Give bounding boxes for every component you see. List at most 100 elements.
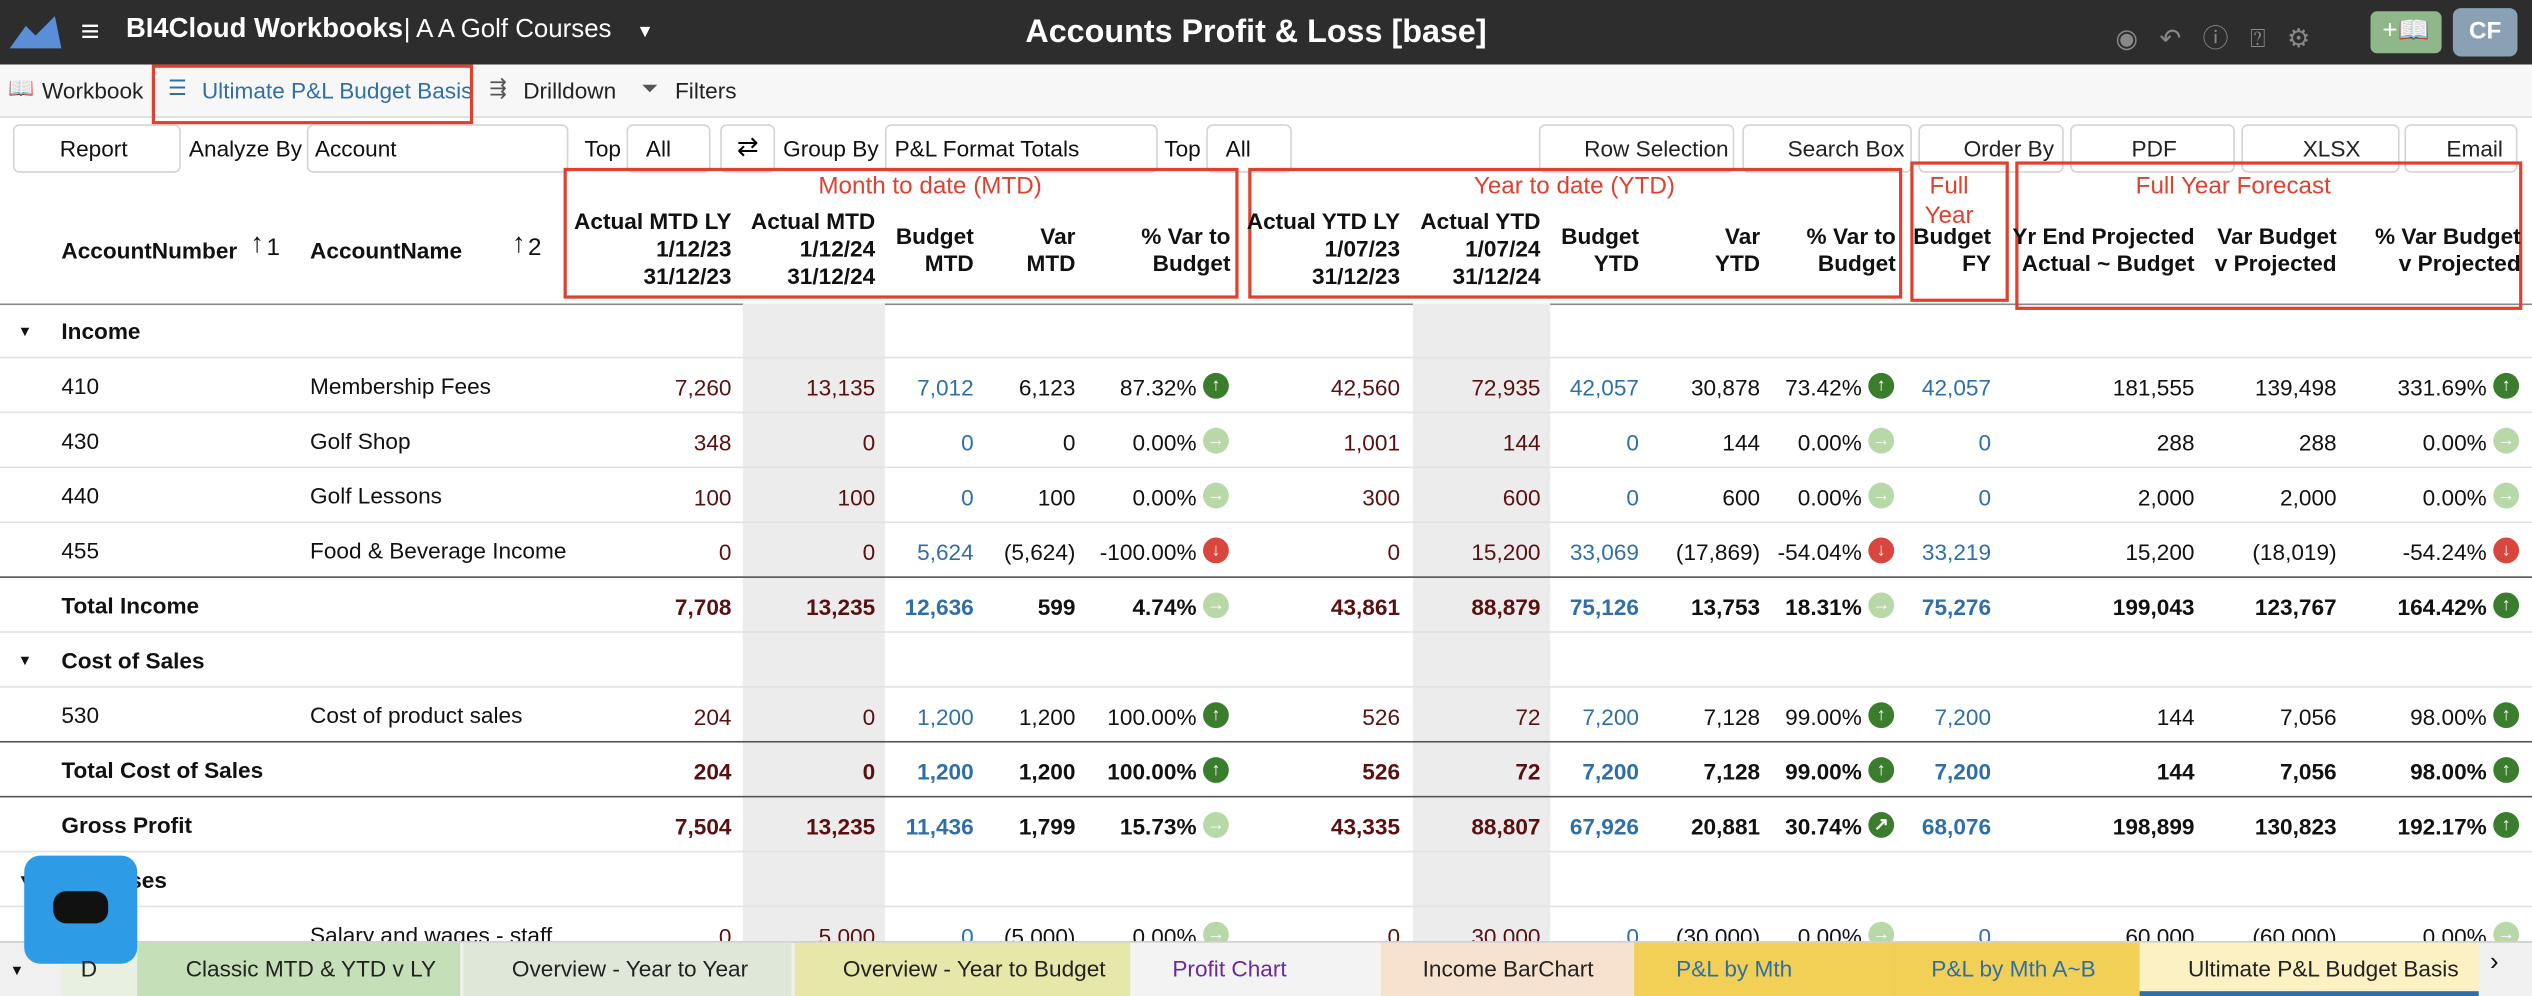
icons[interactable]: ◉ ↶ ⓘ ⍰ ⚙: [2115, 25, 2311, 54]
column-header[interactable]: FY: [1962, 250, 1992, 277]
cell[interactable]: 33,069: [1569, 539, 1640, 566]
cell[interactable]: 100: [837, 484, 876, 511]
sheet-tab[interactable]: [463, 942, 792, 996]
cell[interactable]: 4.74%: [1132, 594, 1197, 620]
cell[interactable]: 13,235: [806, 813, 876, 840]
cell[interactable]: 7,056: [2280, 703, 2337, 730]
cell[interactable]: 98.00%: [2410, 758, 2487, 785]
column-header[interactable]: 31/12/24: [787, 263, 876, 289]
column-header[interactable]: Actual MTD LY: [574, 208, 732, 235]
cell[interactable]: 7,012: [917, 374, 974, 401]
cell[interactable]: 88,807: [1471, 813, 1541, 840]
cell[interactable]: 5,624: [917, 539, 974, 566]
dropdown[interactable]: [1206, 124, 1292, 173]
cell[interactable]: 1,200: [1018, 703, 1076, 730]
cell[interactable]: 0: [1062, 429, 1076, 456]
report-button[interactable]: [12, 124, 181, 173]
cell[interactable]: 0.00%: [2422, 484, 2487, 511]
column-header[interactable]: YTD: [1714, 250, 1761, 277]
cell[interactable]: 204: [693, 758, 732, 785]
column-header[interactable]: Var Budget: [2217, 222, 2337, 249]
cell[interactable]: 30.74%: [1785, 813, 1862, 840]
cell[interactable]: 7,200: [1582, 703, 1640, 730]
cell[interactable]: 181,555: [2112, 374, 2195, 401]
cell[interactable]: 0.00%: [1797, 429, 1862, 456]
cell[interactable]: 13,135: [806, 374, 876, 401]
cell[interactable]: 7,056: [2280, 758, 2337, 785]
cell[interactable]: 72: [1515, 703, 1541, 730]
dropdown[interactable]: [884, 124, 1158, 173]
add-button[interactable]: +📖: [2370, 11, 2442, 54]
column-header[interactable]: 1/12/23: [656, 235, 732, 262]
scroll-arrow[interactable]: ▼: [9, 962, 25, 979]
cell[interactable]: 20,881: [1690, 813, 1761, 840]
cell[interactable]: 73.42%: [1785, 374, 1862, 401]
cell[interactable]: 42,560: [1330, 374, 1401, 401]
sheet-tab[interactable]: [1380, 942, 1635, 996]
cell[interactable]: (5,624): [1003, 539, 1076, 566]
group-label[interactable]: Income: [61, 318, 141, 344]
cell[interactable]: 0.00%: [1132, 484, 1197, 511]
cell[interactable]: 204: [693, 703, 732, 730]
column-header[interactable]: MTD: [924, 250, 974, 277]
tab[interactable]: Ultimate P&L Budget Basis: [201, 77, 473, 104]
cell[interactable]: 1,799: [1018, 813, 1076, 840]
cell[interactable]: -54.04%: [1777, 539, 1862, 566]
cell[interactable]: 164.42%: [2397, 594, 2487, 620]
cell[interactable]: 1,200: [917, 758, 974, 785]
column-header[interactable]: Yr End Projected: [2012, 222, 2195, 249]
cell[interactable]: -54.24%: [2402, 539, 2487, 566]
cell[interactable]: 1,200: [1018, 758, 1076, 785]
dropdown[interactable]: [626, 124, 711, 173]
column-header[interactable]: 31/12/23: [1312, 263, 1401, 289]
cell[interactable]: 139,498: [2254, 374, 2337, 401]
column-header[interactable]: 1/07/23: [1324, 235, 1401, 262]
cell[interactable]: 7,200: [1582, 758, 1640, 785]
cell[interactable]: 1,001: [1343, 429, 1401, 456]
cell[interactable]: 0.00%: [1797, 484, 1862, 511]
column-header[interactable]: Var: [1040, 222, 1076, 249]
cell[interactable]: 0: [961, 484, 974, 511]
cell[interactable]: 0: [862, 429, 876, 456]
cell[interactable]: 130,823: [2254, 813, 2337, 840]
cell[interactable]: 100: [1037, 484, 1076, 511]
user[interactable]: CF: [2452, 8, 2518, 57]
toolbar-button-label[interactable]: XLSX: [2302, 135, 2361, 162]
company[interactable]: | A A Golf Courses: [403, 16, 612, 44]
sheet-tab[interactable]: [137, 942, 461, 996]
cell[interactable]: 348: [693, 429, 732, 456]
column-header[interactable]: AccountNumber: [61, 237, 238, 264]
cell[interactable]: 288: [2298, 429, 2337, 456]
cell[interactable]: 100: [693, 484, 732, 511]
cell[interactable]: 15.73%: [1119, 813, 1197, 840]
sheet-tab-label[interactable]: Ultimate P&L Budget Basis: [2188, 955, 2459, 982]
cell[interactable]: 0: [1626, 484, 1640, 511]
cell[interactable]: 18.31%: [1785, 594, 1862, 620]
cell[interactable]: 12,636: [904, 594, 974, 620]
dropdown-value[interactable]: Account: [314, 135, 397, 162]
sheet-tab-label[interactable]: Overview - Year to Budget: [842, 955, 1106, 982]
dropdown-value[interactable]: All: [645, 135, 672, 162]
cell[interactable]: 43,861: [1330, 594, 1401, 620]
cell[interactable]: 43,335: [1330, 813, 1401, 840]
cell[interactable]: 192.17%: [2397, 813, 2487, 840]
cell[interactable]: 526: [1362, 758, 1401, 785]
cell[interactable]: 72: [1515, 758, 1541, 785]
cell[interactable]: 0: [1626, 429, 1640, 456]
cell[interactable]: 11,436: [905, 813, 974, 840]
cell[interactable]: 7,200: [1934, 703, 1992, 730]
cell[interactable]: 7,708: [674, 594, 732, 620]
column-header[interactable]: v Projected: [2398, 250, 2521, 277]
cell[interactable]: 0.00%: [1132, 429, 1197, 456]
column-header[interactable]: Budget: [1152, 250, 1231, 277]
column-header[interactable]: Actual MTD: [750, 208, 876, 235]
cell[interactable]: 144: [1722, 429, 1761, 456]
toolbar-button-label[interactable]: Order By: [1963, 135, 2055, 162]
cell[interactable]: 13,753: [1690, 594, 1761, 620]
cell[interactable]: 30,878: [1690, 374, 1761, 401]
cell[interactable]: 599: [1037, 594, 1076, 620]
cell[interactable]: 198,899: [2112, 813, 2195, 840]
cell[interactable]: 2,000: [2280, 484, 2337, 511]
tab[interactable]: Filters: [674, 77, 737, 104]
cell[interactable]: 75,276: [1921, 594, 1992, 620]
